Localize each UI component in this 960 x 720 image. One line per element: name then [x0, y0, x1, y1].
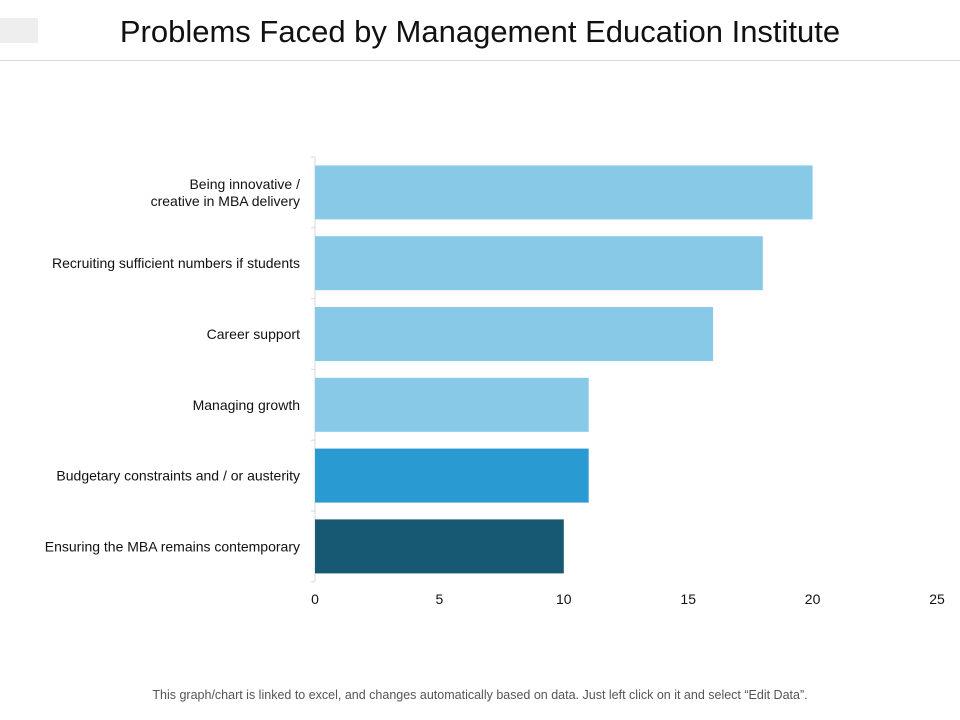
x-tick-label: 25: [929, 591, 945, 607]
bar[interactable]: [315, 165, 813, 220]
x-tick-label: 5: [436, 591, 444, 607]
category-label: Managing growth: [193, 397, 300, 413]
bar[interactable]: [315, 519, 564, 574]
category-label: creative in MBA delivery: [151, 193, 300, 209]
bar[interactable]: [315, 377, 589, 432]
x-tick-label: 10: [556, 591, 572, 607]
category-label: Career support: [207, 326, 300, 342]
bar[interactable]: [315, 448, 589, 503]
category-label: Recruiting sufficient numbers if student…: [52, 255, 300, 271]
category-label: Being innovative /: [189, 176, 300, 192]
page-title: Problems Faced by Management Education I…: [119, 14, 841, 49]
category-label: Budgetary constraints and / or austerity: [56, 468, 300, 484]
bar[interactable]: [315, 236, 763, 291]
bar[interactable]: [315, 307, 714, 361]
corner-tab: [0, 18, 38, 43]
x-tick-label: 15: [680, 591, 696, 607]
x-tick-label: 20: [805, 591, 821, 607]
title-divider: [0, 60, 960, 61]
footer-note: This graph/chart is linked to excel, and…: [152, 688, 808, 702]
category-label: Ensuring the MBA remains contemporary: [45, 538, 300, 554]
x-tick-label: 0: [311, 591, 319, 607]
